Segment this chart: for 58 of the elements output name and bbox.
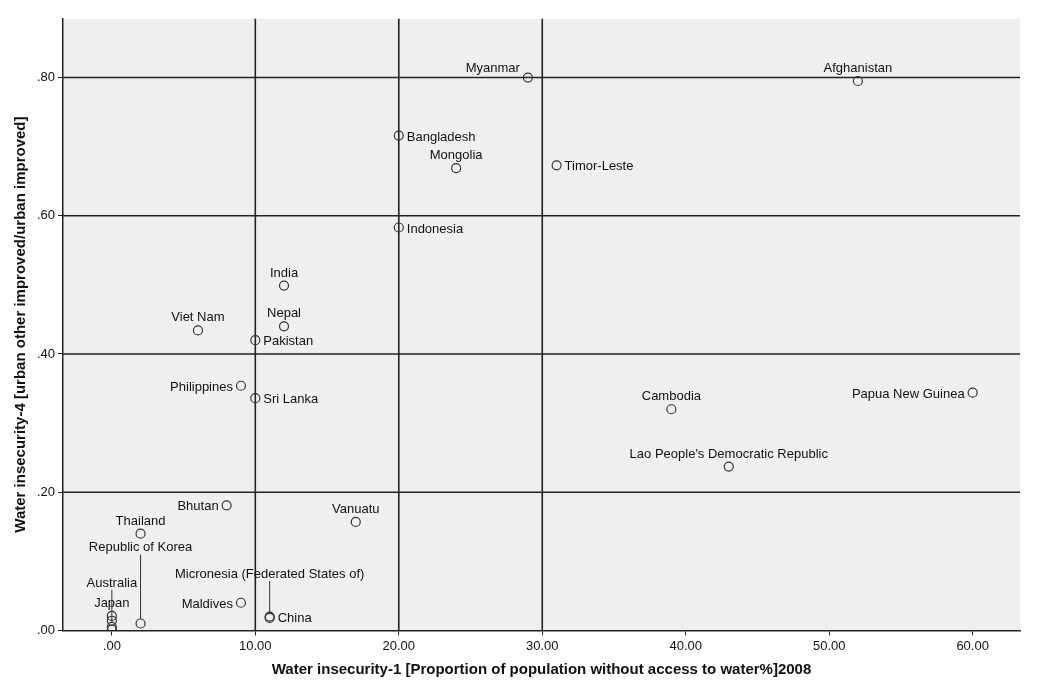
annotation: Australia bbox=[86, 574, 138, 590]
point bbox=[393, 130, 404, 141]
annotation: Timor-Leste bbox=[564, 158, 634, 174]
y-tick-label: .60 bbox=[36, 207, 56, 223]
point bbox=[551, 160, 562, 171]
point bbox=[192, 325, 204, 336]
point bbox=[852, 75, 863, 87]
annotation: Thailand bbox=[115, 512, 166, 528]
y-axis-title: Water insecurity-4 [urban other improved/urban improved] bbox=[11, 116, 29, 533]
x-tick-label: 20.00 bbox=[382, 637, 416, 653]
point bbox=[723, 461, 734, 472]
point bbox=[250, 335, 261, 346]
annotation: Bhutan bbox=[177, 498, 219, 514]
point bbox=[350, 516, 361, 527]
annotation: Indonesia bbox=[406, 220, 464, 236]
annotation: Philippines bbox=[170, 378, 234, 394]
x-tick-label: 40.00 bbox=[669, 637, 702, 653]
annotation: Papua New Guinea bbox=[851, 385, 966, 401]
point bbox=[451, 162, 462, 174]
annotation: China bbox=[277, 609, 313, 625]
annotation: Viet Nam bbox=[171, 309, 225, 325]
annotation: Afghanistan bbox=[823, 60, 893, 75]
point bbox=[393, 222, 404, 233]
point bbox=[106, 610, 117, 621]
annotation: Republic of Korea bbox=[88, 539, 193, 555]
x-tick-label: .00 bbox=[102, 637, 121, 653]
y-tick-label: .80 bbox=[36, 69, 56, 85]
point bbox=[106, 615, 117, 626]
x-tick-label: 30.00 bbox=[525, 637, 559, 653]
x-tick-label: 60.00 bbox=[956, 637, 989, 653]
point bbox=[278, 280, 290, 291]
y-tick-label: .00 bbox=[36, 621, 56, 637]
point bbox=[967, 387, 978, 398]
annotation: Cambodia bbox=[641, 388, 702, 404]
point bbox=[235, 380, 247, 391]
point bbox=[278, 321, 290, 332]
annotation: Bangladesh bbox=[406, 128, 476, 144]
point bbox=[235, 597, 247, 608]
point bbox=[135, 528, 146, 539]
point bbox=[250, 393, 261, 404]
point bbox=[135, 618, 146, 629]
y-tick-label: .40 bbox=[36, 345, 56, 361]
point bbox=[666, 404, 677, 415]
point bbox=[221, 500, 232, 511]
annotation: Lao People's Democratic Republic bbox=[629, 445, 829, 461]
x-axis-title: Water insecurity-1 [Proportion of population without access to water%]2008 bbox=[271, 660, 812, 678]
y-tick-label: .20 bbox=[36, 483, 56, 499]
annotation: Mongolia bbox=[429, 147, 484, 163]
x-tick-label: 10.00 bbox=[239, 637, 272, 653]
point bbox=[522, 72, 534, 83]
annotation: Nepal bbox=[267, 305, 302, 321]
annotation: India bbox=[269, 264, 299, 280]
annotation: Myanmar bbox=[465, 59, 521, 75]
annotation: Maldives bbox=[181, 595, 234, 611]
x-tick-label: 50.00 bbox=[812, 637, 846, 653]
annotation: Sri Lanka bbox=[263, 391, 320, 407]
annotation: Pakistan bbox=[263, 333, 314, 349]
annotation: Vanuatu bbox=[332, 500, 380, 516]
